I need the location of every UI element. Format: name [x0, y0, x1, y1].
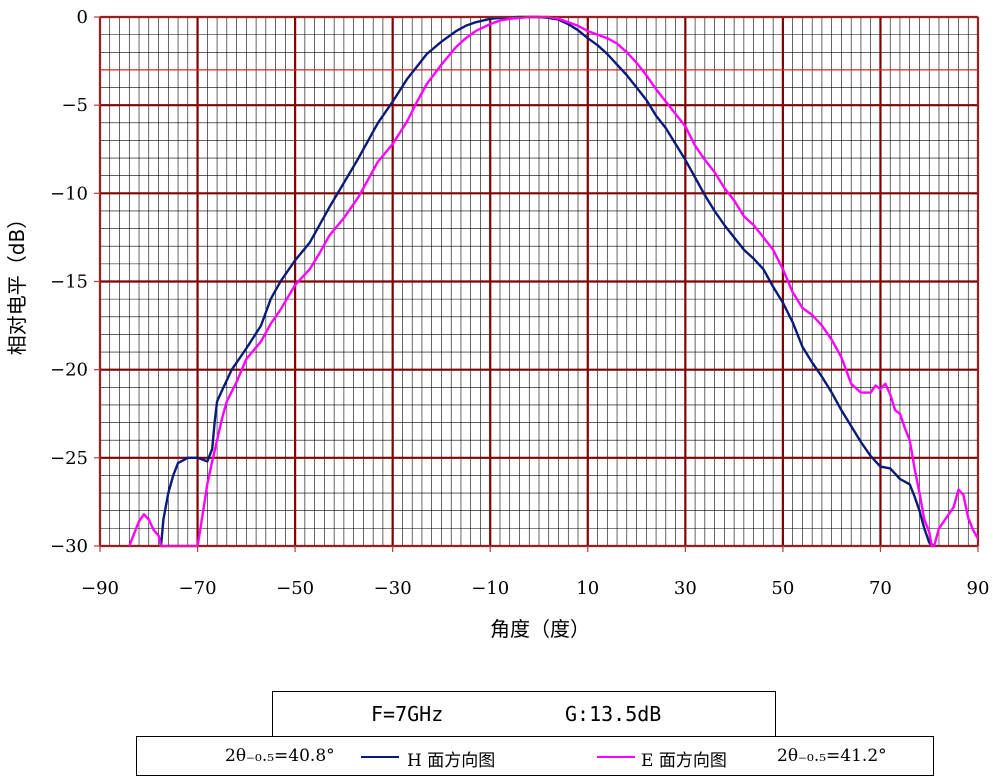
x-tick-labels: −90 −70 −50 −30 −10 10 30 50 70 90	[81, 578, 989, 599]
y-tick-label: −20	[50, 360, 88, 381]
x-tick-label: 90	[967, 578, 990, 599]
legend-h-beamwidth: 2θ₋₀.₅=40.8°	[225, 746, 335, 766]
radiation-pattern-chart: −90 −70 −50 −30 −10 10 30 50 70 90 0 −5 −10 −15 −20 −2…	[5, 7, 989, 641]
y-axis-label: 相对电平（dB）	[5, 209, 29, 355]
legend-e-beamwidth: 2θ₋₀.₅=41.2°	[777, 746, 887, 766]
series-layer	[128, 15, 980, 548]
y-tick-label: −30	[50, 536, 88, 557]
x-tick-label: −10	[471, 578, 509, 599]
legend: 2θ₋₀.₅=40.8° H 面方向图 E 面方向图 2θ₋₀.₅=41.2°	[136, 736, 934, 776]
x-tick-label: 70	[869, 578, 892, 599]
y-tick-label: 0	[77, 7, 88, 28]
x-tick-label: 30	[674, 578, 697, 599]
y-tick-label: −25	[50, 448, 88, 469]
axis-ticks	[94, 16, 979, 552]
gain-text: G:13.5dB	[565, 702, 662, 726]
x-axis-label: 角度（度）	[490, 617, 590, 641]
legend-e-label: E 面方向图	[641, 751, 727, 771]
e-plane-series-line	[128, 15, 980, 548]
x-tick-label: 10	[576, 578, 599, 599]
legend-h-swatch	[361, 756, 399, 758]
frequency-text: F=7GHz	[371, 702, 444, 726]
x-tick-label: −90	[81, 578, 119, 599]
y-tick-label: −15	[50, 272, 88, 293]
info-box: F=7GHz G:13.5dB	[272, 691, 776, 737]
x-tick-label: −30	[374, 578, 412, 599]
x-tick-label: −50	[276, 578, 314, 599]
y-tick-label: −10	[50, 183, 88, 204]
x-tick-label: −70	[179, 578, 217, 599]
legend-h-label: H 面方向图	[407, 751, 496, 771]
y-tick-label: −5	[61, 95, 88, 116]
h-plane-series-line	[159, 15, 935, 547]
x-tick-label: 50	[771, 578, 794, 599]
y-tick-labels: 0 −5 −10 −15 −20 −25 −30	[50, 7, 88, 557]
legend-e-swatch	[597, 756, 635, 758]
